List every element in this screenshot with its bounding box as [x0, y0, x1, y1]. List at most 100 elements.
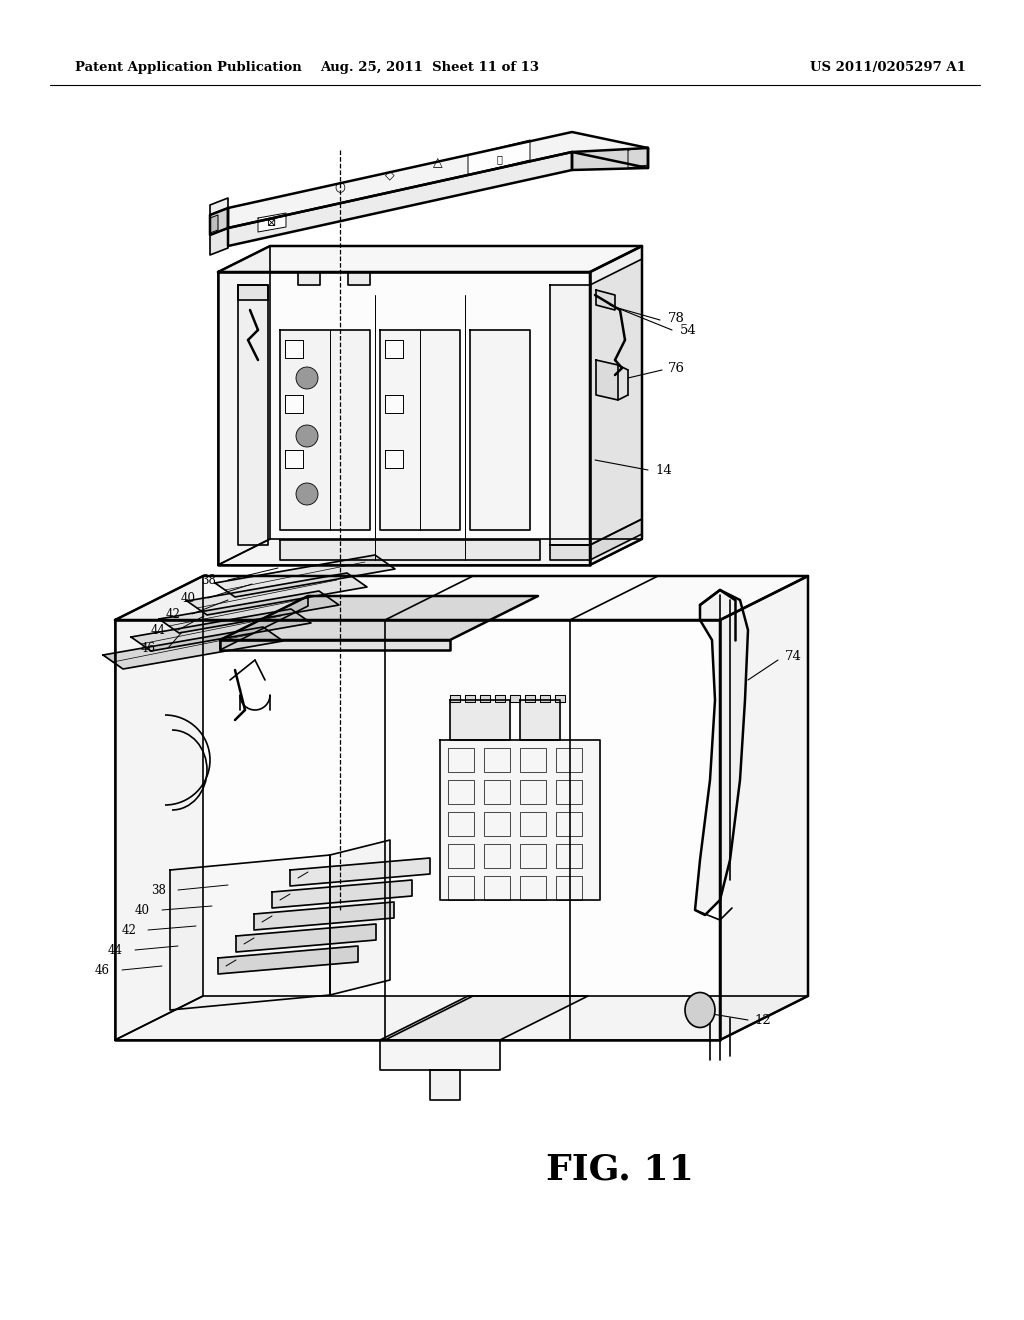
Text: 74: 74 [785, 651, 802, 664]
Bar [520, 876, 546, 900]
Polygon shape [348, 272, 370, 285]
Polygon shape [115, 620, 720, 1040]
Polygon shape [550, 545, 590, 560]
Polygon shape [470, 330, 530, 531]
Text: 46: 46 [141, 642, 156, 655]
Polygon shape [590, 519, 642, 560]
Bar [449, 780, 474, 804]
Polygon shape [159, 591, 339, 634]
Polygon shape [628, 147, 648, 168]
Polygon shape [385, 341, 403, 358]
Polygon shape [695, 590, 748, 915]
Polygon shape [596, 290, 615, 310]
Bar [484, 843, 510, 869]
Bar [520, 748, 546, 772]
Polygon shape [218, 246, 642, 272]
Circle shape [296, 483, 318, 506]
Text: ◇: ◇ [385, 169, 395, 181]
Polygon shape [380, 997, 588, 1040]
Polygon shape [298, 272, 319, 285]
Polygon shape [220, 597, 538, 640]
Text: 78: 78 [668, 312, 685, 325]
Polygon shape [238, 285, 268, 545]
Polygon shape [540, 696, 550, 702]
Bar [520, 843, 546, 869]
Text: ⬡: ⬡ [496, 156, 502, 165]
Polygon shape [468, 140, 530, 176]
Polygon shape [115, 576, 203, 1040]
Polygon shape [550, 285, 590, 545]
Text: FIG. 11: FIG. 11 [546, 1152, 694, 1187]
Polygon shape [272, 880, 412, 908]
Polygon shape [236, 924, 376, 952]
Polygon shape [380, 1040, 500, 1071]
Polygon shape [495, 696, 505, 702]
Polygon shape [254, 902, 394, 931]
Polygon shape [465, 696, 475, 702]
Polygon shape [210, 209, 228, 235]
Polygon shape [218, 539, 642, 565]
Bar [484, 780, 510, 804]
Text: 38: 38 [201, 573, 216, 586]
Polygon shape [280, 540, 540, 560]
Bar [556, 812, 582, 836]
Polygon shape [280, 330, 370, 531]
Text: 44: 44 [108, 944, 123, 957]
Circle shape [296, 367, 318, 389]
Bar [484, 876, 510, 900]
Polygon shape [385, 450, 403, 469]
Text: 76: 76 [668, 362, 685, 375]
Text: 40: 40 [181, 591, 196, 605]
Polygon shape [238, 285, 268, 300]
Text: Patent Application Publication: Patent Application Publication [75, 62, 302, 74]
Polygon shape [440, 741, 600, 900]
Polygon shape [330, 840, 390, 995]
Bar [520, 812, 546, 836]
Text: ⊠: ⊠ [267, 218, 276, 228]
Text: 44: 44 [151, 623, 166, 636]
Polygon shape [285, 450, 303, 469]
Polygon shape [131, 609, 311, 651]
Text: 40: 40 [135, 903, 150, 916]
Polygon shape [210, 198, 228, 215]
Polygon shape [218, 272, 590, 565]
Ellipse shape [685, 993, 715, 1027]
Bar [449, 876, 474, 900]
Polygon shape [220, 640, 450, 649]
Polygon shape [285, 341, 303, 358]
Bar [449, 812, 474, 836]
Polygon shape [596, 360, 618, 400]
Polygon shape [218, 946, 358, 974]
Circle shape [296, 425, 318, 447]
Text: 42: 42 [121, 924, 136, 936]
Polygon shape [480, 696, 490, 702]
Bar [556, 876, 582, 900]
Polygon shape [228, 152, 572, 246]
Text: △: △ [433, 157, 442, 169]
Bar [449, 843, 474, 869]
Polygon shape [103, 627, 283, 669]
Polygon shape [590, 246, 642, 565]
Text: 12: 12 [754, 1014, 771, 1027]
Text: 42: 42 [165, 607, 180, 620]
Polygon shape [520, 700, 560, 741]
Bar [520, 780, 546, 804]
Polygon shape [450, 696, 460, 702]
Text: ○: ○ [335, 181, 345, 194]
Polygon shape [510, 696, 520, 702]
Polygon shape [115, 576, 808, 620]
Polygon shape [385, 395, 403, 413]
Bar [556, 780, 582, 804]
Polygon shape [555, 696, 565, 702]
Polygon shape [285, 395, 303, 413]
Bar [484, 748, 510, 772]
Text: 54: 54 [680, 323, 696, 337]
Bar [556, 748, 582, 772]
Bar [449, 748, 474, 772]
Polygon shape [572, 148, 648, 170]
Polygon shape [258, 213, 286, 232]
Polygon shape [210, 215, 218, 234]
Polygon shape [720, 576, 808, 1040]
Polygon shape [187, 573, 367, 615]
Polygon shape [450, 700, 510, 741]
